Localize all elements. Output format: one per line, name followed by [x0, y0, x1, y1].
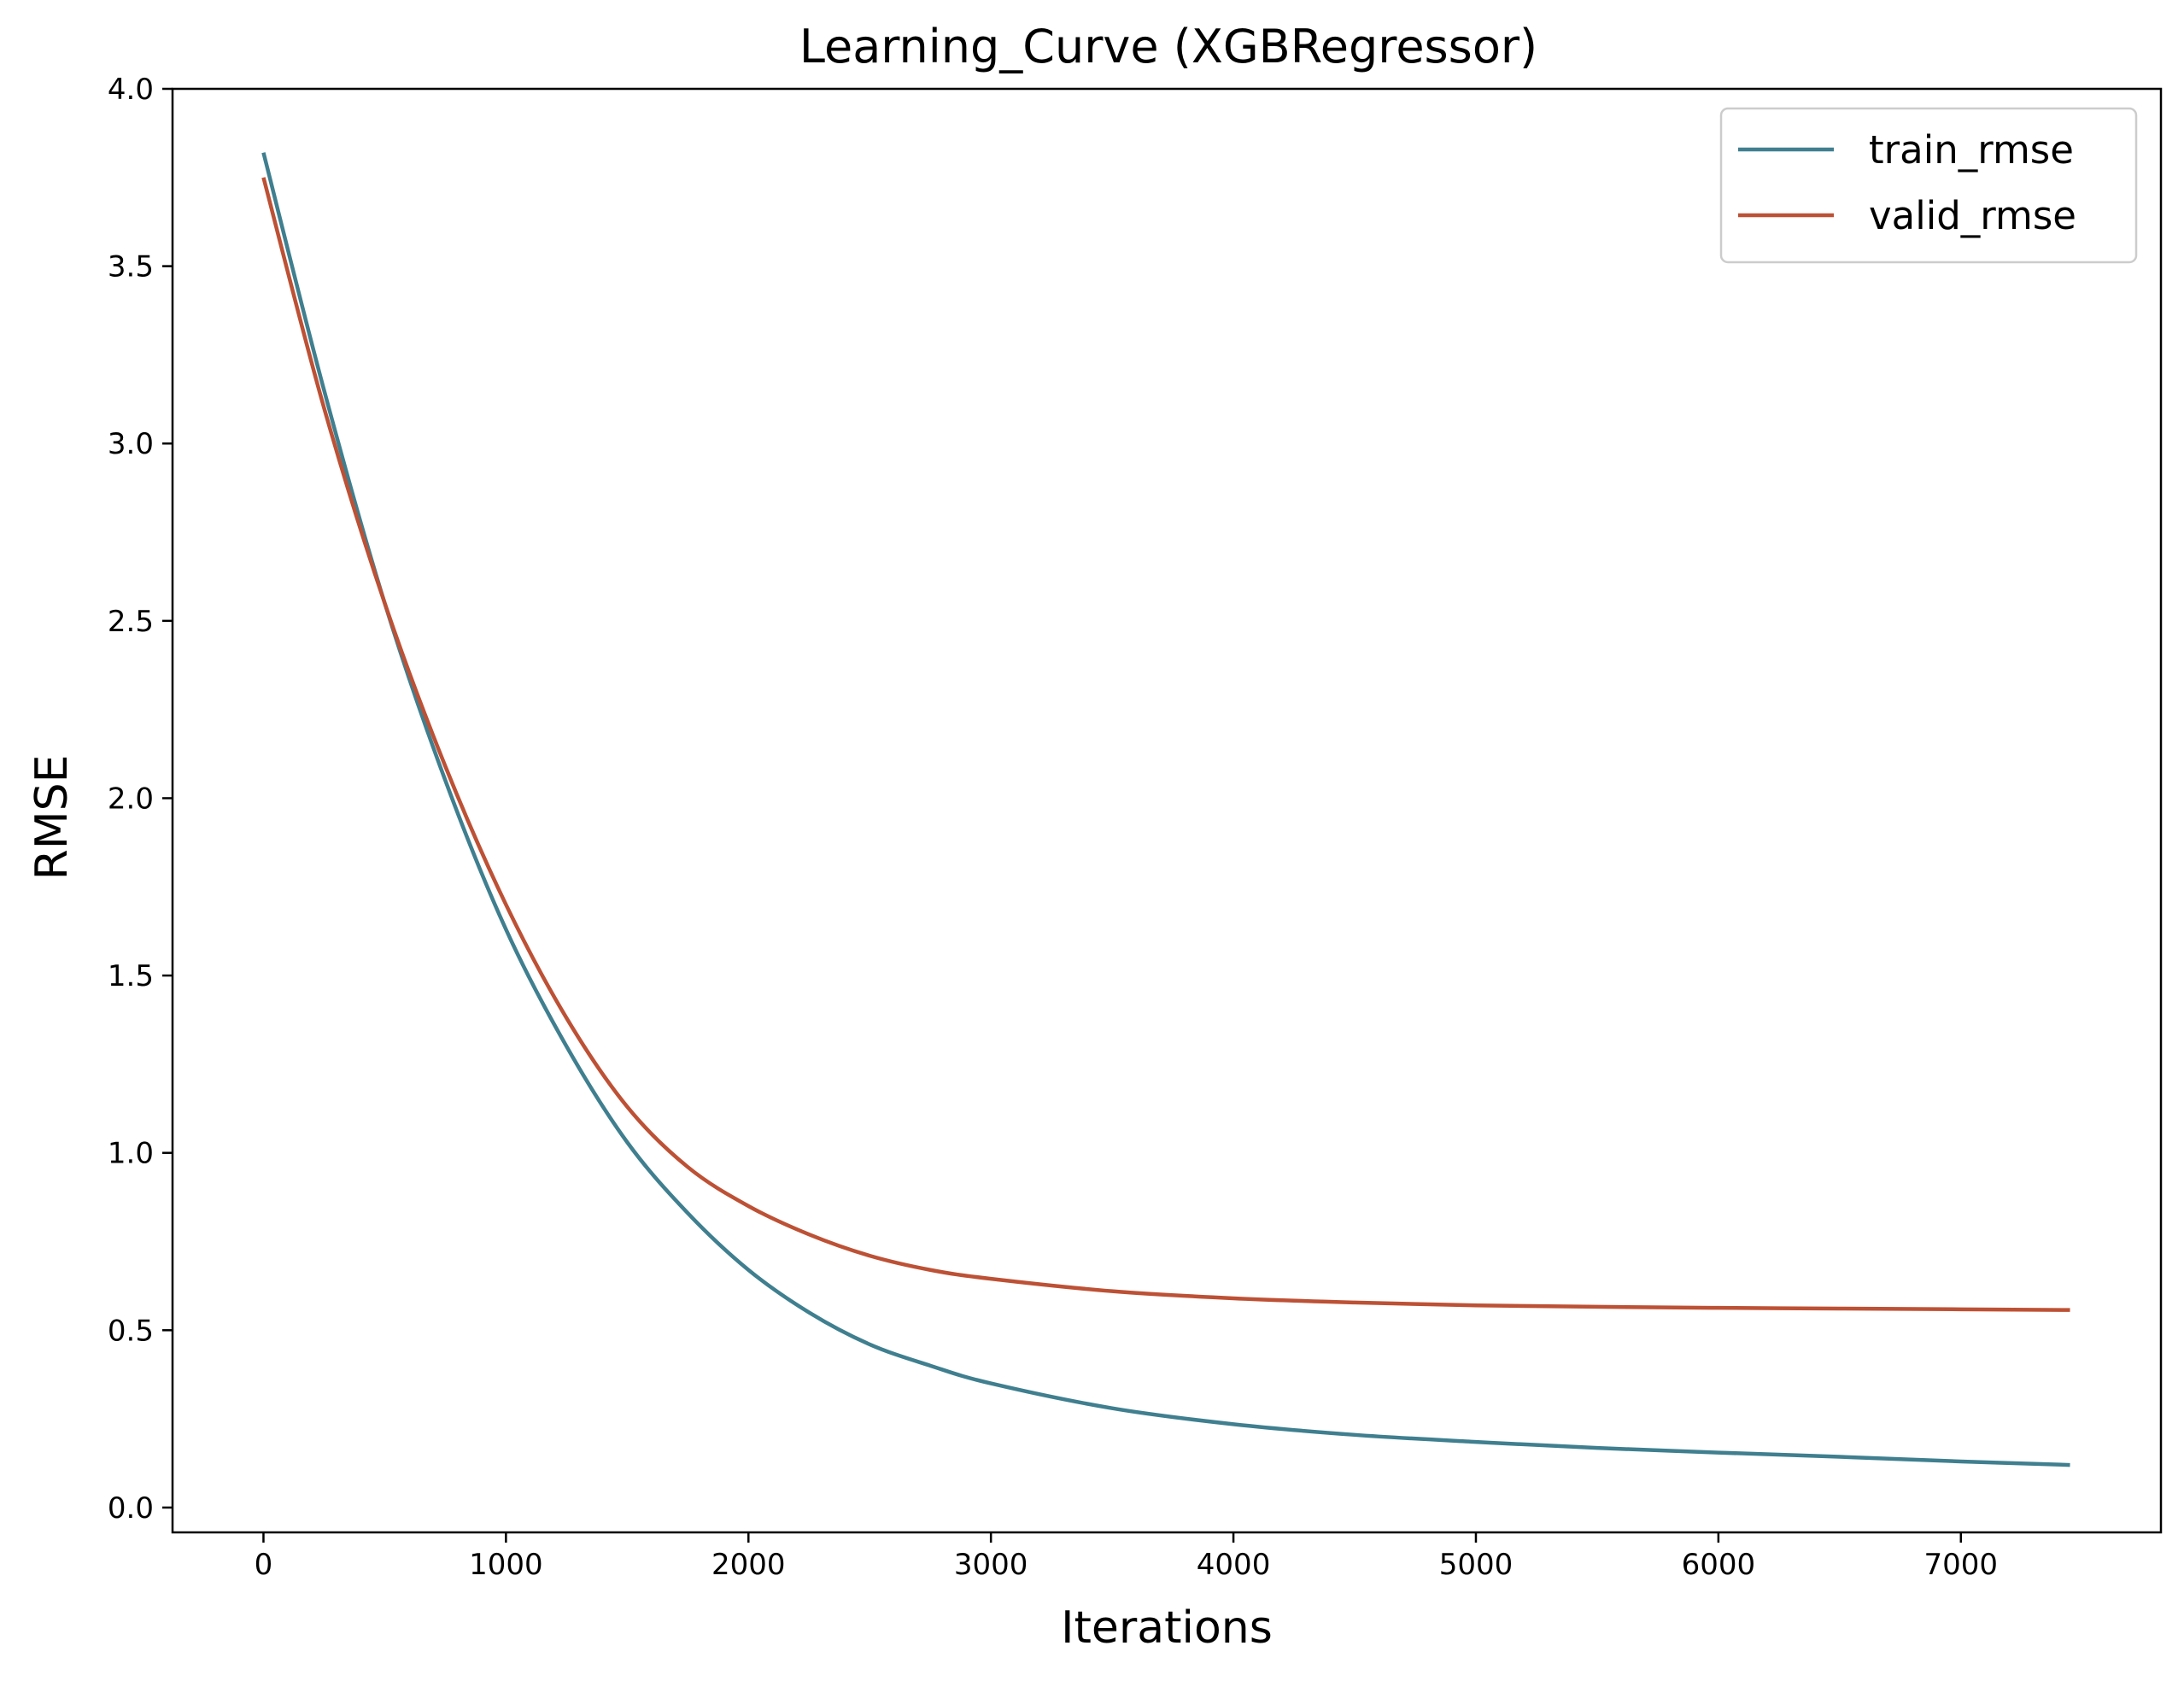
- legend: train_rmse valid_rmse: [1719, 107, 2138, 264]
- y-axis-title: RMSE: [26, 755, 78, 881]
- x-tick-label: 2000: [711, 1548, 786, 1582]
- y-tick-label: 4.0: [108, 73, 154, 107]
- train-rmse-line: [261, 152, 2070, 1467]
- y-tick-label: 2.0: [108, 782, 154, 816]
- y-tick-label: 1.5: [108, 959, 154, 993]
- legend-label-valid: valid_rmse: [1869, 193, 2076, 238]
- y-tick-label: 0.5: [108, 1314, 154, 1348]
- x-tick-label: 4000: [1197, 1548, 1271, 1582]
- x-tick-label: 0: [255, 1548, 273, 1582]
- legend-label-train: train_rmse: [1869, 127, 2074, 173]
- y-tick-label: 2.5: [108, 605, 154, 639]
- y-tick-label: 0.0: [108, 1491, 154, 1526]
- y-tick-label: 3.5: [108, 250, 154, 284]
- plot-frame: [171, 87, 2163, 1534]
- x-axis-ticks: 0 1000 2000 3000 4000 5000 6000 7000: [255, 1532, 1998, 1582]
- chart-title: Learning_Curve (XGBRegressor): [799, 20, 1537, 73]
- x-tick-label: 7000: [1924, 1548, 1999, 1582]
- x-axis-title: Iterations: [1061, 1602, 1273, 1654]
- legend-box: [1719, 107, 2138, 264]
- x-tick-label: 1000: [469, 1548, 543, 1582]
- y-tick-label: 1.0: [108, 1137, 154, 1171]
- valid-rmse-line: [261, 177, 2070, 1312]
- y-axis-ticks: 0.0 0.5 1.0 1.5 2.0 2.5 3.0 3.5 4.0: [108, 73, 173, 1526]
- x-tick-label: 6000: [1682, 1548, 1756, 1582]
- y-tick-label: 3.0: [108, 427, 154, 461]
- x-tick-label: 5000: [1439, 1548, 1514, 1582]
- series-lines: [261, 152, 2070, 1467]
- x-tick-label: 3000: [954, 1548, 1028, 1582]
